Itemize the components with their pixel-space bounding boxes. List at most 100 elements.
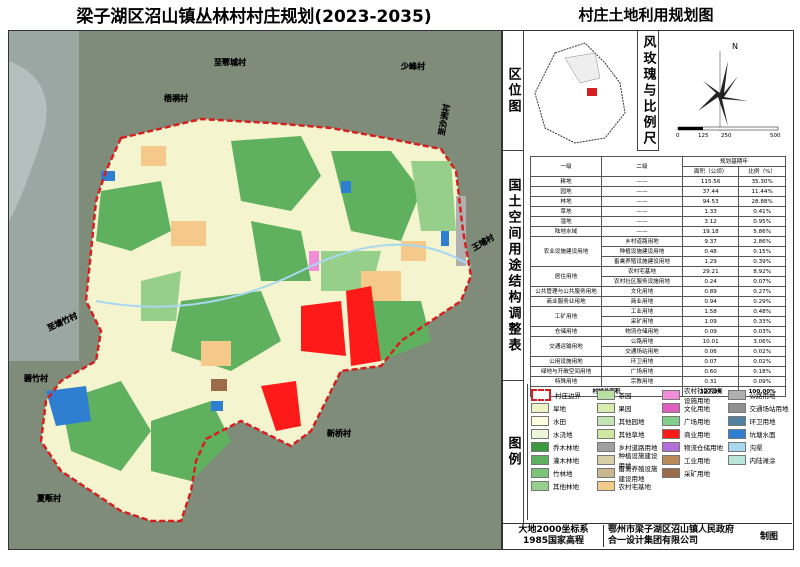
legend-label: 文化用地 [684,404,710,413]
coord-system: 大地2000坐标系 [518,525,589,535]
legend-label: 物流仓储用地 [684,443,723,452]
legend-label: 坑塘水面 [749,430,776,439]
header-cell: 规划基期年 [682,156,786,167]
ratio: 11.44% [738,186,786,197]
second-level: 交通场站用地 [601,346,683,357]
legend-swatch [727,428,746,439]
legend-label: 乔木林地 [553,443,579,452]
title: 梁子湖区沼山镇丛林村村庄规划(2023-2035) [76,7,432,27]
first-level: 绿地与开敞空间用地 [530,366,602,377]
legend-item: 水田 [531,414,594,427]
area: 115.56 [681,176,740,187]
forest [61,136,431,481]
org: 鄂州市梁子湖区沼山镇人民政府 [608,525,735,535]
legend-swatch [531,428,549,439]
legend-swatch [662,454,680,465]
legend-swatch [727,402,746,413]
ratio: 2.86% [738,236,786,247]
legend-label: 村庄边界 [555,391,581,400]
water [9,61,47,221]
legend-label: 农村社区服务设施用地 [684,386,723,405]
ratio: 35.30% [738,176,786,187]
land-use-table: 一级 二级 规划基期年 面积（公顷） 比例（%） 耕地 —— 115.56 35.30% 园地 ——… [530,156,786,397]
first-level: 林地 [530,196,602,207]
table-row: 园地 —— 37.44 11.44% [530,186,786,197]
designer: 合一设计集团有限公司 [608,536,699,546]
legend-item: 交通场站用地 [727,401,791,414]
first-level: 耕地 [530,176,602,187]
legend-label: 农村宅基地 [618,482,652,491]
legend-swatch [531,441,549,452]
legend-label: 广场用地 [684,417,710,426]
ratio: 8.92% [738,266,786,277]
ratio: 0.27% [738,286,786,297]
legend-label: 沟渠 [749,443,763,452]
ratio: 0.15% [738,246,786,257]
area: 0.07 [681,356,740,367]
table-row: 居住用地 农村宅基地 29.21 8.92% [530,266,786,287]
first-level: 草地 [530,206,602,217]
legend-swatch [662,402,680,413]
ratio: 0.07% [738,276,786,287]
legend-label: 果园 [618,404,632,413]
map-label: 碧竹村 [23,373,48,383]
legend-swatch [727,441,746,452]
village-boundary [39,117,473,523]
legend-item: 乔木林地 [531,440,594,453]
side-panel [502,30,794,550]
legend-label: 种植设施建设用地 [618,451,658,470]
legend-column: 茶园 果园 其他园地 其他草地 乡村道路用地 种植设施建设用地 畜禽养殖设施建设用地 农村宅基… [594,384,660,520]
service [309,251,319,271]
legend-item: 文化用地 [662,401,725,414]
legend-swatch [531,454,549,465]
legend-column: 农村社区服务设施用地 文化用地 广场用地 商业用地 物流仓储用地 工业用地 采矿用地 [659,384,725,520]
header-row: 一级 二级 规划基期年 [530,156,786,177]
table-row: 公用设施用地 环卫用地 0.07 0.02% [530,356,786,367]
table-wrap: 一级 二级 规划基期年 面积（公顷） 比例（%） 耕地 —— 115.56 35.30% 园地 ——… [530,156,786,397]
legend-item: 内陆滩涂 [727,453,791,466]
area: 0.48 [681,246,740,257]
first-level: 陆地水域 [530,226,602,237]
legend-label: 工业用地 [684,456,710,465]
second-level: 农村社区服务设施用地 [601,276,683,287]
area: 0.06 [681,346,740,357]
table-row: 农业设施建设用地 乡村道路用地 9.37 2.86% [530,236,786,267]
ratio: 0.02% [738,346,786,357]
second-level: 采矿用地 [601,316,683,327]
first-level: 仓储用地 [530,326,602,337]
second-level: 种植设施建设用地 [601,246,683,257]
header-cell: 一级 [530,156,602,177]
legend-item: 果园 [596,401,660,414]
table-row: 草地 —— 1.33 0.41% [530,206,786,217]
legend-swatch [727,415,746,426]
table-row: 耕地 —— 115.56 35.30% [530,176,786,187]
area: 37.44 [681,186,740,197]
legend-swatch [531,415,549,426]
area: 1.33 [681,206,740,217]
map-label: 新桥村 [327,428,351,438]
ratio: 5.86% [738,226,786,237]
header-cell: 面积（公顷） [681,166,740,177]
map-label: 梧桐村 [164,93,188,103]
legend-swatch [727,389,746,400]
legend-item: 村庄边界 [531,388,594,401]
legend-swatch [662,389,680,400]
second-level: —— [601,196,683,207]
legend-swatch [662,428,680,439]
legend-label: 竹林地 [553,469,573,478]
ratio: 3.06% [738,336,786,347]
town [564,52,601,84]
ratio: 0.03% [738,326,786,337]
subtitle: 村庄土地利用规划图 [578,6,714,24]
legend-item: 旱地 [531,401,594,414]
legend-label: 交通场站用地 [749,404,789,413]
map-label: 至鄂城村 [214,57,246,67]
first-level: 工矿用地 [530,306,602,327]
table-row: 林地 —— 94.53 28.88% [530,196,786,207]
ratio: 0.29% [738,296,786,307]
legend-item: 采矿用地 [662,466,725,479]
ratio: 0.95% [738,216,786,227]
legend-label: 其他草地 [618,430,645,439]
legend-swatch [596,441,615,452]
legend-item: 其他林地 [531,479,594,492]
